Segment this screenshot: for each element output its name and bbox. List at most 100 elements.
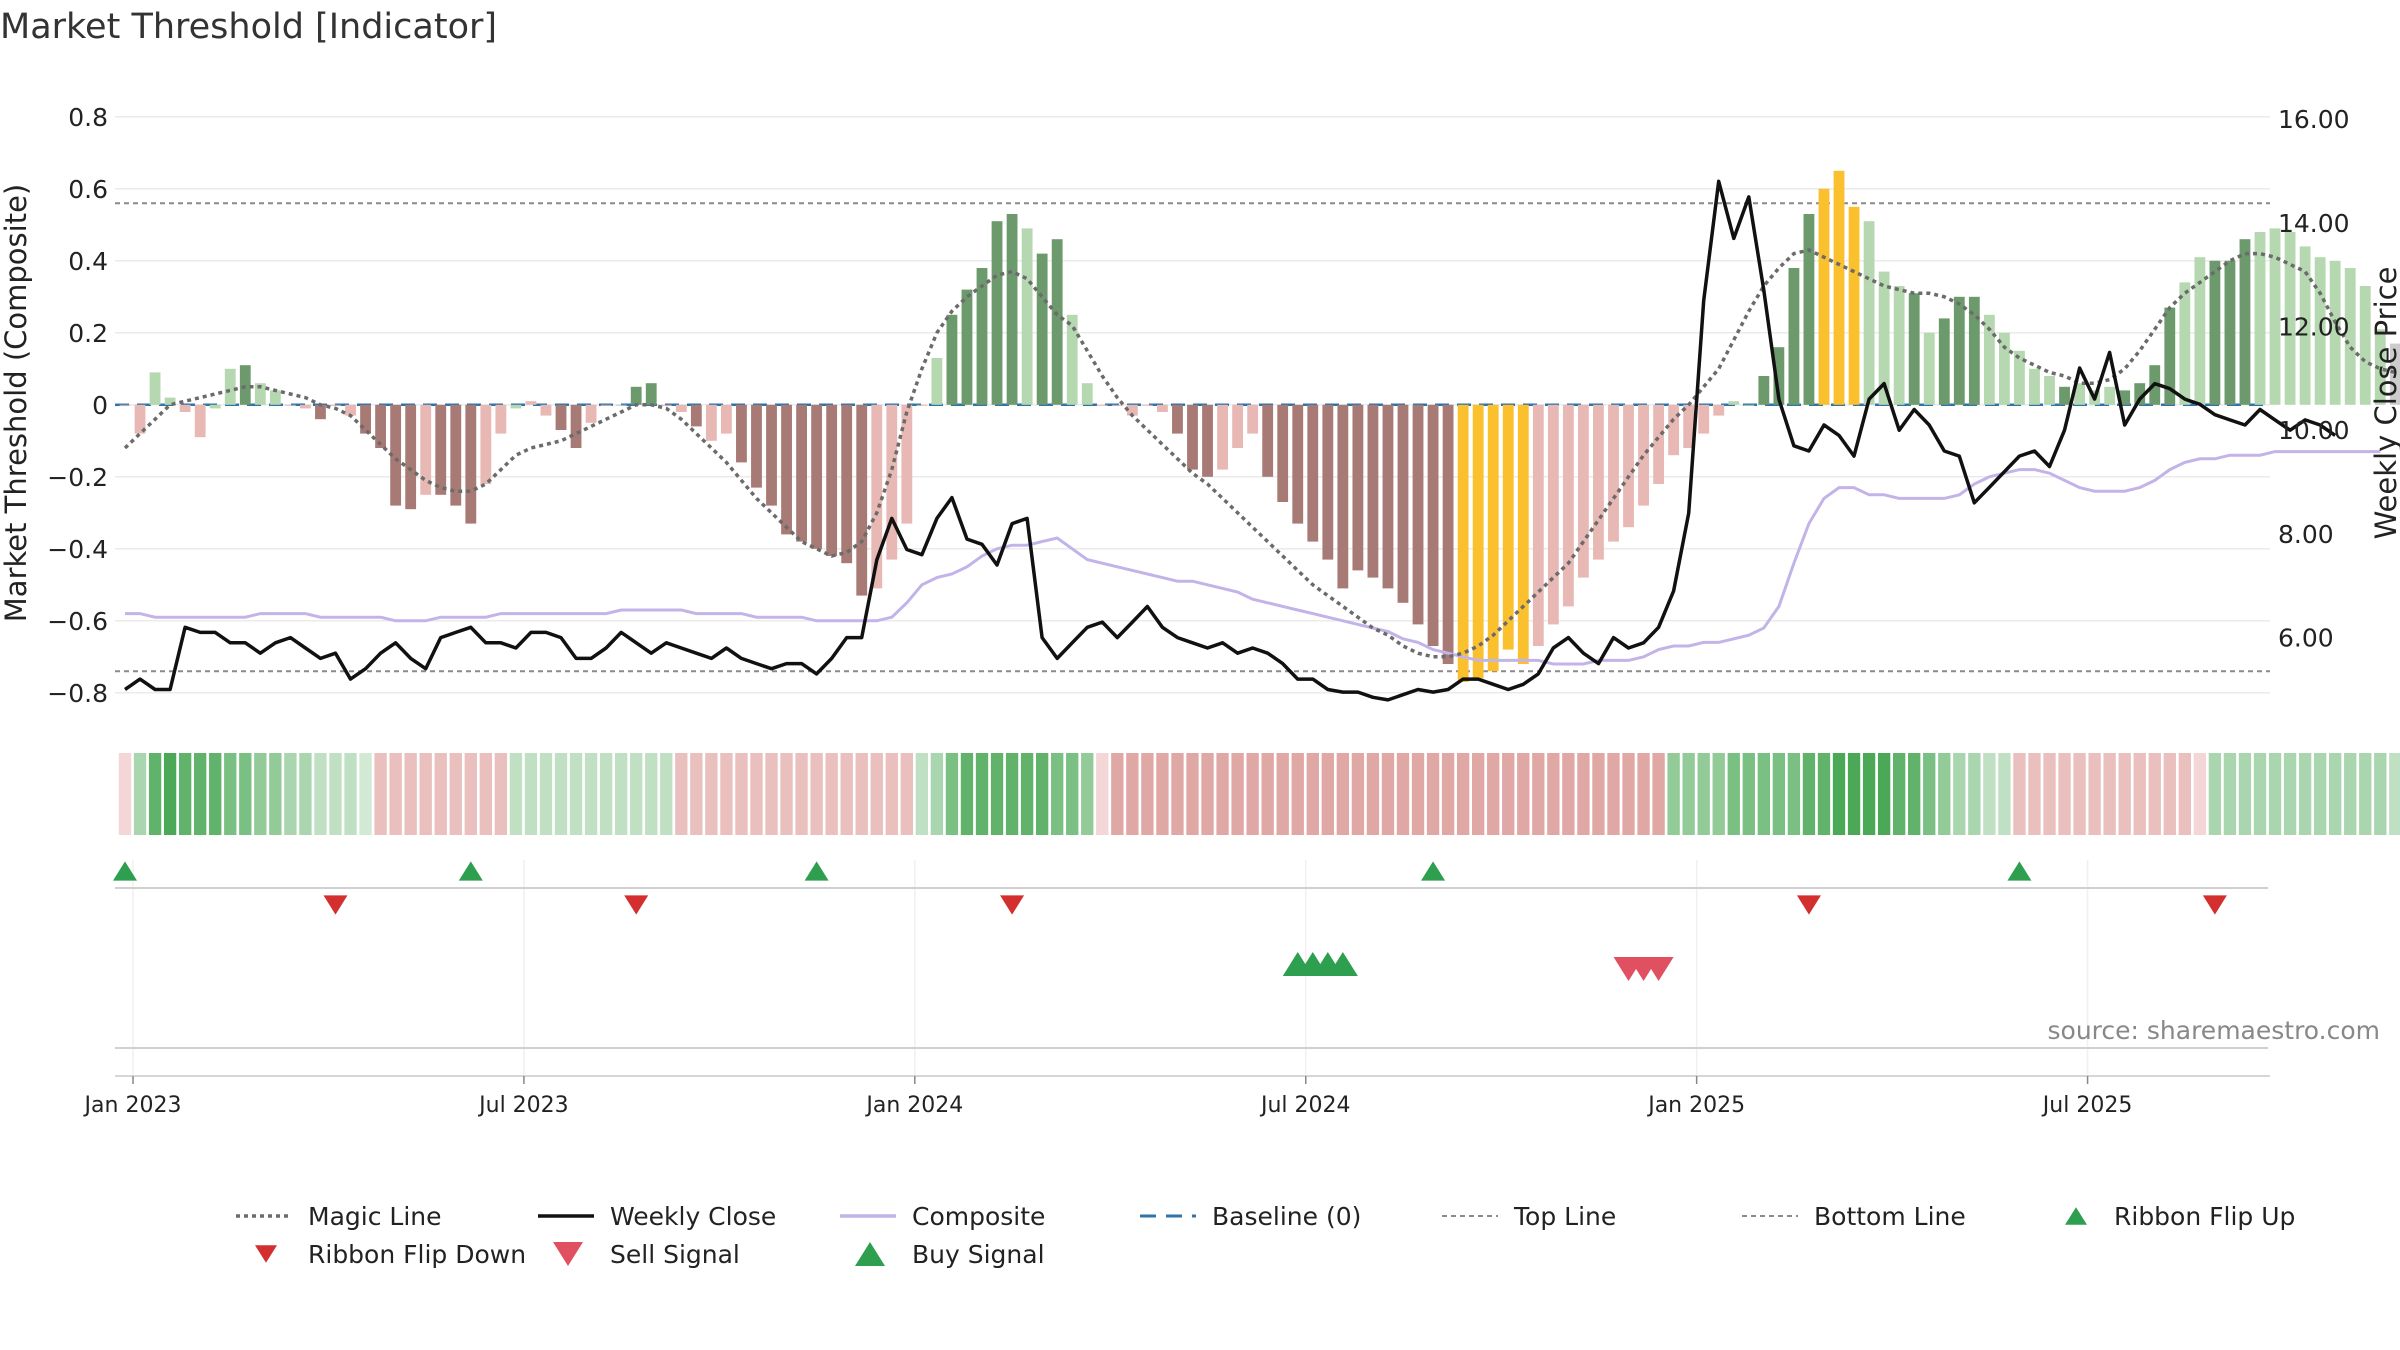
ribbon-cell [2013, 753, 2026, 835]
right-tick-label: 8.00 [2278, 520, 2334, 549]
ribbon-cell [1817, 753, 1831, 835]
composite-bar [1111, 404, 1123, 406]
composite-bar [269, 390, 281, 405]
legend-item: Baseline (0) [1140, 1202, 1361, 1231]
ribbon-cell [2313, 753, 2327, 835]
composite-bar [315, 404, 326, 420]
ribbon-cell [1712, 753, 1725, 835]
composite-bar [2194, 257, 2206, 405]
composite-bar [736, 404, 747, 463]
ribbon-cell [885, 753, 898, 835]
source-credit: source: sharemaestro.com [2048, 1016, 2381, 1045]
ribbon-cell [1772, 753, 1786, 835]
composite-bar [1157, 404, 1168, 412]
composite-bar [420, 404, 432, 495]
ribbon-cell [1757, 753, 1771, 835]
composite-bar [2209, 260, 2221, 405]
composite-bar [1578, 404, 1589, 578]
legend-label: Baseline (0) [1212, 1202, 1361, 1231]
ribbon-cell [1231, 753, 1244, 835]
composite-bar [1562, 404, 1574, 607]
ribbon-cell [780, 753, 793, 835]
right-tick-label: 6.00 [2278, 624, 2334, 653]
series-lines [123, 179, 2396, 702]
x-tick-label: Jul 2023 [477, 1093, 569, 1118]
composite-bar [1051, 239, 1063, 405]
composite-bar [194, 404, 206, 438]
composite-bar [2329, 260, 2341, 405]
composite-bar [1743, 404, 1755, 406]
ribbon-cell [479, 753, 493, 835]
left-tick-label: −0.6 [47, 607, 108, 636]
ribbon-cell [2253, 753, 2267, 835]
left-tick-label: 0 [92, 391, 108, 420]
composite-bar [1442, 404, 1454, 664]
ribbon-cell [1126, 753, 1139, 835]
left-tick-label: 0.6 [68, 175, 108, 204]
legend-label: Ribbon Flip Up [2114, 1202, 2295, 1231]
composite-bar [946, 314, 958, 405]
ribbon-cell [494, 753, 508, 835]
ribbon-cell [2298, 753, 2312, 835]
composite-bar [1502, 404, 1514, 650]
composite-bar [1983, 314, 1995, 405]
composite-bar [2374, 329, 2386, 405]
weekly-close-line [124, 179, 2337, 702]
ribbon-cell [2268, 753, 2282, 835]
composite-bar [555, 404, 567, 430]
right-tick-label: 10.00 [2278, 416, 2350, 445]
x-tick-label: Jan 2024 [864, 1093, 963, 1118]
composite-bar [690, 404, 702, 427]
composite-bar [615, 404, 627, 406]
ribbon-cell [2359, 753, 2372, 835]
composite-bar [2299, 246, 2311, 405]
composite-bar [931, 358, 943, 405]
x-tick-label: Jul 2024 [1259, 1093, 1351, 1118]
composite-bar [1262, 404, 1274, 477]
composite-bar [2164, 307, 2176, 405]
ribbon-cell [1547, 753, 1560, 835]
composite-bar [1126, 404, 1138, 416]
ribbon-cell [1742, 753, 1755, 835]
composite-bar [1638, 404, 1649, 506]
composite-bar [660, 404, 672, 406]
ribbon-cell [1336, 753, 1350, 835]
legend-item: Bottom Line [1742, 1202, 1966, 1231]
composite-bar [1863, 221, 1875, 405]
composite-bar [1818, 188, 1830, 405]
ribbon-flip-down-marker [1796, 895, 1821, 915]
composite-bar [1292, 404, 1304, 524]
composite-bar [2344, 268, 2356, 405]
ribbon-cell [1727, 753, 1740, 835]
composite-bar [1593, 404, 1604, 560]
chart-legend: Magic Line Weekly Close Composite Baseline … [236, 1202, 2295, 1269]
ribbon-flip-down-marker [624, 895, 649, 915]
composite-bar [2119, 390, 2131, 405]
ribbon-cell [1396, 753, 1410, 835]
composite-bar [435, 404, 447, 495]
legend-item: Sell Signal [553, 1240, 740, 1269]
left-axis-ticks: 0.8 0.6 0.4 0.2 0 −0.2 −0.4 −0.6 −0.8 [47, 103, 108, 708]
ribbon-cell [209, 753, 222, 835]
ribbon-cell [329, 753, 342, 835]
composite-bar [224, 368, 236, 405]
composite-bar [1728, 401, 1740, 405]
composite-bar [1277, 404, 1289, 502]
ribbon-cell [945, 753, 959, 835]
trend-ribbon [118, 753, 2400, 835]
ribbon-cell [1953, 753, 1966, 835]
ribbon-cell [1246, 753, 1259, 835]
ribbon-cell [1562, 753, 1575, 835]
composite-bar [1532, 404, 1544, 646]
ribbon-cell [2148, 753, 2161, 835]
x-tick-label: Jan 2025 [1646, 1093, 1745, 1118]
composite-bar [1788, 268, 1800, 405]
composite-bar [2134, 383, 2146, 405]
ribbon-cell [825, 753, 838, 835]
ribbon-cell [1171, 753, 1184, 835]
legend-swatch-sell [553, 1242, 583, 1266]
ribbon-cell [194, 753, 207, 835]
composite-bar [570, 404, 582, 448]
sell-signal-marker [1643, 957, 1674, 981]
composite-bar [1908, 293, 1920, 405]
